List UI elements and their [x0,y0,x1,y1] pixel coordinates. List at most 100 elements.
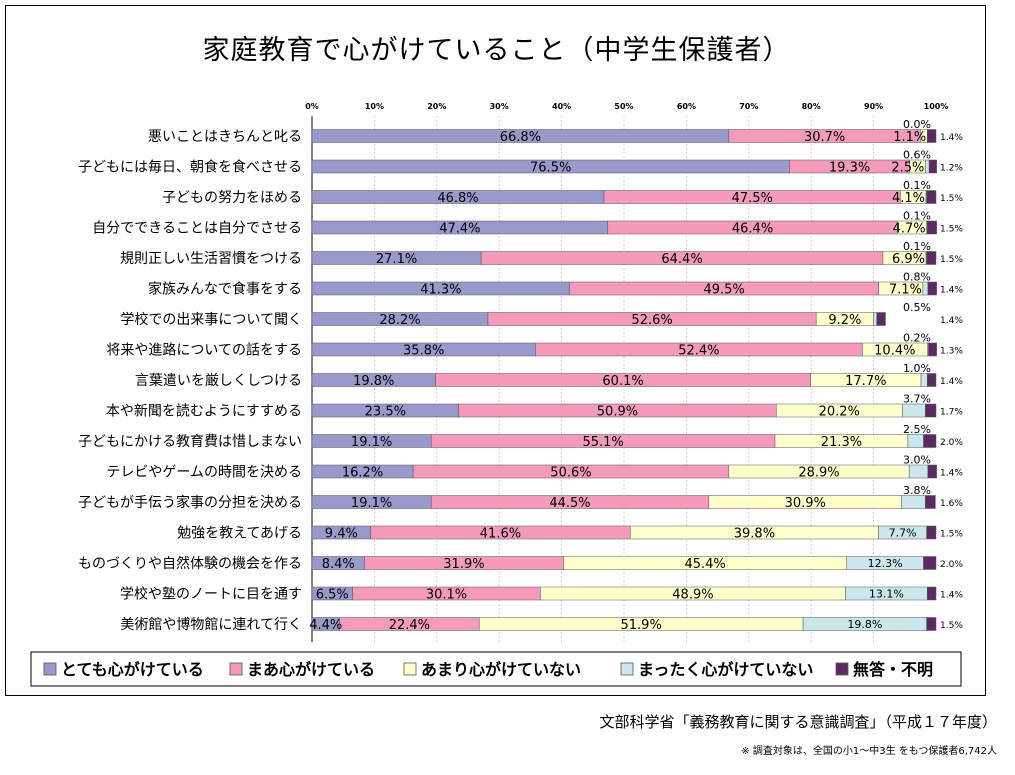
bar-segment [923,434,937,448]
data-label: 76.5% [530,161,571,176]
data-label: 50.6% [550,466,591,481]
data-label: 20.2% [819,405,860,420]
data-label: 1.5% [940,530,963,540]
data-label: 1.4% [940,469,963,479]
data-label: 3.7% [903,393,931,406]
data-label: 46.4% [732,222,773,237]
x-tick-label: 0% [305,102,319,111]
data-label: 9.4% [325,527,358,542]
category-label: 子どもには毎日、朝食を食べさせる [78,159,302,176]
bar-segment [927,220,937,235]
data-label: 3.0% [903,454,931,467]
data-label: 28.9% [798,466,839,481]
bar-segment [907,434,924,448]
category-label: 本や新聞を読むようにすすめる [106,403,302,420]
data-label: 0.8% [903,271,931,284]
data-label: 1.2% [940,164,963,174]
bar-segment [928,342,937,357]
data-label: 60.1% [602,374,643,389]
data-label: 19.8% [847,618,882,631]
x-tick-label: 10% [365,102,384,111]
category-label: 将来や進路についての話をする [106,342,302,359]
data-label: 7.1% [889,283,922,298]
chart-frame: 家庭教育で心がけていること（中学生保護者） 0% 10% 20% 30% 40% 50% 6… [5,5,986,696]
data-label: 7.7% [889,527,917,540]
data-label: 1.5% [940,225,963,235]
data-label: 1.5% [940,194,963,204]
data-label: 44.5% [549,496,590,511]
data-label: 66.8% [500,130,541,145]
data-label: 3.8% [903,484,931,497]
data-label: 1.3% [940,347,963,357]
legend-label: 無答・不明 [853,660,933,679]
data-label: 0.1% [903,240,931,253]
data-label: 9.2% [828,313,861,328]
data-label: 52.6% [631,313,672,328]
legend-label: あまり心がけていない [421,660,581,679]
data-label: 41.3% [420,283,461,298]
data-label: 41.6% [480,527,521,542]
chart-title: 家庭教育で心がけていること（中学生保護者） [202,35,791,66]
category-label: 学校での出来事について聞く [120,311,302,328]
data-label: 13.1% [869,588,904,601]
bar-segment [920,373,928,387]
data-label: 47.5% [732,191,773,206]
data-label: 28.2% [379,313,420,328]
category-label: 言葉遣いを厳しくしつける [135,373,302,389]
x-tick-label: 30% [490,102,509,111]
data-label: 0.6% [903,149,931,162]
bar-segment [925,403,937,418]
x-tick-label: 40% [552,102,571,111]
data-label: 19.1% [351,435,392,450]
data-label: 30.7% [804,130,845,145]
data-label: 2.5% [903,423,931,436]
data-label: 2.5% [891,161,924,176]
bar-segment [925,159,930,174]
data-label: 19.3% [829,161,870,176]
x-tick-label: 50% [614,102,633,111]
bar-segment [876,312,886,326]
data-label: 31.9% [443,557,484,572]
data-label: 0.1% [903,179,931,192]
data-label: 39.8% [734,527,775,542]
data-label: 12.3% [868,557,903,570]
bar-segment [927,129,937,143]
data-label: 48.9% [672,588,713,603]
data-label: 27.1% [376,252,417,267]
x-tick-label: 100% [924,102,949,111]
x-tick-label: 70% [739,102,758,111]
category-label: 家族みんなで食事をする [148,281,302,298]
legend-label: まったく心がけていない [638,660,813,679]
category-label: 子どもの努力をほめる [162,190,302,206]
legend-label: まあ心がけている [247,660,375,679]
legend-box [30,651,962,687]
legend-swatch [43,662,57,676]
category-label: 規則正しい生活習慣をつける [120,250,302,267]
x-tick-label: 20% [427,102,446,111]
legend-label: とても心がけている [61,660,204,679]
bar-segment [926,617,937,631]
source-citation: 文部科学省「義務教育に関する意識調査」（平成１７年度） [599,713,997,731]
legend-swatch [620,662,634,676]
data-label: 4.7% [893,222,926,237]
legend-swatch [835,662,849,676]
category-label: 悪いことはきちんと叱る [148,129,302,145]
data-label: 6.5% [316,588,349,603]
data-label: 6.9% [892,252,925,267]
category-label: 学校や塾のノートに目を通す [120,586,302,603]
data-label: 2.0% [940,560,963,570]
data-label: 64.4% [661,252,702,267]
data-label: 46.8% [437,191,478,206]
bar-segment [873,312,877,326]
data-label: 51.9% [621,618,662,633]
category-label: 子どもにかける教育費は惜しまない [78,434,302,450]
data-label: 1.5% [940,255,963,265]
data-label: 10.4% [874,344,915,359]
category-label: テレビやゲームの時間を決める [106,465,302,481]
data-label: 23.5% [365,405,406,420]
data-label: 0.2% [903,332,931,345]
data-label: 0.0% [903,118,931,131]
bar-segment [925,495,936,509]
bar-segment [908,464,929,479]
data-label: 30.1% [426,588,467,603]
